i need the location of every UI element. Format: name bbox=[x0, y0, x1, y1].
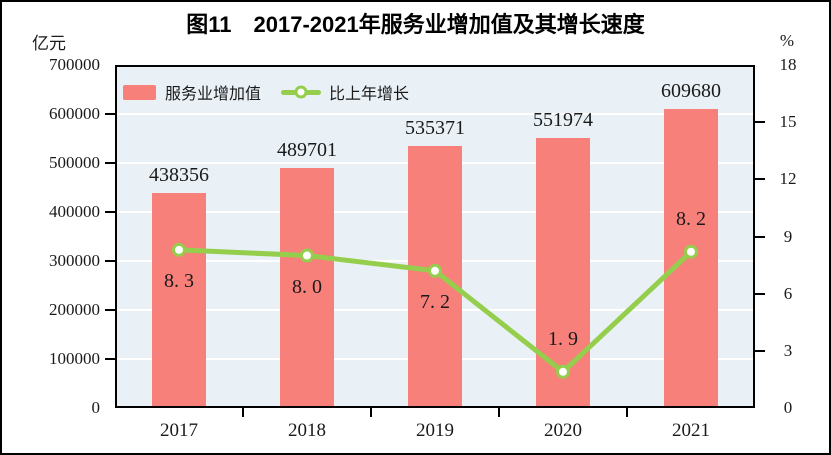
bar-value-label: 489701 bbox=[277, 139, 337, 162]
y-left-tick-label: 0 bbox=[91, 398, 101, 417]
left-axis-unit: 亿元 bbox=[32, 34, 66, 53]
bar-2020 bbox=[536, 137, 590, 408]
bar-value-label: 535371 bbox=[405, 116, 465, 139]
y-left-tick-label: 700000 bbox=[49, 55, 100, 74]
y-right-tick-label: 18 bbox=[779, 55, 797, 74]
x-tick-label-2019: 2019 bbox=[416, 420, 454, 441]
y-right-tick-label: 15 bbox=[779, 112, 797, 132]
y-left-tick-label: 600000 bbox=[49, 104, 100, 123]
y-left-tick-label: 500000 bbox=[49, 153, 100, 172]
y-right-axis-tick bbox=[755, 178, 765, 181]
line-legend-label: 比上年增长 bbox=[329, 86, 410, 103]
bar-value-label: 551974 bbox=[533, 108, 593, 131]
y-left-tick-label: 300000 bbox=[49, 251, 100, 270]
chart-title: 图11 2017-2021年服务业增加值及其增长速度 bbox=[186, 12, 645, 37]
y-right-axis-tick bbox=[755, 121, 765, 124]
line-value-label: 8. 3 bbox=[164, 269, 194, 292]
y-left-axis-tick bbox=[105, 309, 115, 311]
y-left-axis-tick bbox=[105, 260, 115, 262]
line-legend-sample bbox=[281, 85, 322, 100]
y-right-tick-label: 0 bbox=[783, 398, 793, 417]
x-axis-tick bbox=[242, 408, 244, 417]
line-value-label: 1. 9 bbox=[548, 327, 578, 350]
y-right-tick-label: 9 bbox=[783, 226, 793, 246]
y-left-tick-label: 400000 bbox=[49, 202, 100, 221]
y-right-axis-tick bbox=[755, 292, 765, 295]
growth-line-layer bbox=[172, 242, 698, 379]
x-tick-label-2017: 2017 bbox=[160, 420, 198, 441]
x-tick-label-2021: 2021 bbox=[672, 420, 710, 441]
y-left-axis-tick bbox=[105, 211, 115, 213]
y-right-axis-tick bbox=[755, 349, 765, 352]
x-tick-label-2020: 2020 bbox=[544, 420, 582, 441]
y-right-axis-tick bbox=[755, 235, 765, 238]
y-right-tick-label: 12 bbox=[779, 169, 797, 189]
y-left-axis-tick bbox=[105, 358, 115, 360]
y-left-axis-tick bbox=[105, 113, 115, 115]
bar-legend-label: 服务业增加值 bbox=[165, 86, 262, 103]
legend: 服务业增加值 比上年增长 bbox=[123, 79, 429, 105]
bar-2017 bbox=[152, 193, 206, 408]
bar-2018 bbox=[280, 168, 334, 408]
bar-value-label: 609680 bbox=[661, 80, 721, 103]
y-right-tick-label: 6 bbox=[783, 283, 793, 303]
x-axis-tick bbox=[498, 408, 500, 417]
right-axis-unit: % bbox=[779, 31, 795, 50]
line-marker-2017 bbox=[172, 242, 186, 257]
line-legend-marker-icon bbox=[294, 85, 308, 99]
x-axis-tick bbox=[626, 408, 628, 417]
line-value-label: 7. 2 bbox=[420, 290, 450, 313]
line-marker-2019 bbox=[428, 263, 442, 278]
line-value-label: 8. 2 bbox=[676, 207, 706, 230]
line-marker-2018 bbox=[300, 248, 314, 263]
x-tick-label-2018: 2018 bbox=[288, 420, 326, 441]
y-right-tick-label: 3 bbox=[783, 340, 793, 360]
line-marker-2020 bbox=[556, 364, 570, 379]
y-left-tick-label: 200000 bbox=[49, 300, 100, 319]
y-left-axis-tick bbox=[105, 162, 115, 164]
gridline bbox=[115, 113, 755, 115]
x-axis-tick bbox=[370, 408, 372, 417]
line-marker-2021 bbox=[684, 244, 698, 259]
bar-value-label: 438356 bbox=[149, 164, 209, 187]
y-left-tick-label: 100000 bbox=[49, 349, 100, 368]
bar-legend-swatch bbox=[123, 84, 156, 100]
plot-area: 438356 489701 535371 551974 609680 8. 3 8. 0 7.… bbox=[115, 65, 755, 408]
line-value-label: 8. 0 bbox=[292, 275, 322, 298]
